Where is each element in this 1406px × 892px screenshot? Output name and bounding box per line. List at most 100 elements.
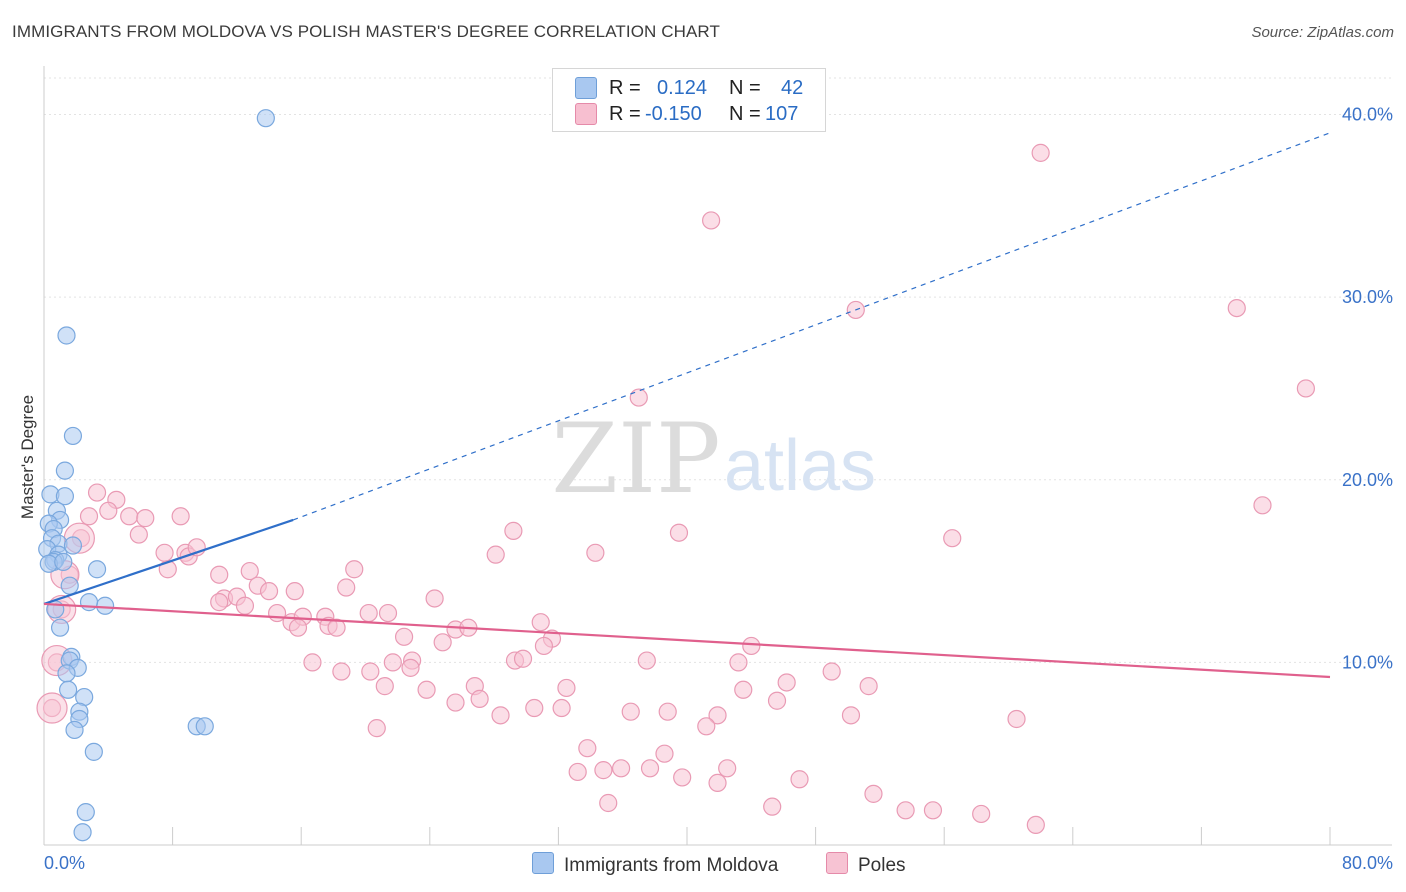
watermark-zip: ZIP: [551, 403, 720, 515]
point-poles: [611, 759, 631, 778]
point-poles: [210, 565, 229, 584]
point-poles: [594, 761, 613, 780]
legend-r-value-poles: -0.150: [645, 103, 702, 125]
legend-n-value-poles: 107: [765, 103, 799, 125]
point-poles: [303, 653, 322, 672]
point-poles: [129, 525, 148, 544]
x-tick-label: 0.0%: [44, 853, 85, 873]
point-poles: [658, 702, 677, 721]
point-poles: [718, 759, 737, 778]
point-poles: [742, 636, 761, 656]
point-poles: [359, 603, 378, 623]
chart-title: IMMIGRANTS FROM MOLDOVA VS POLISH MASTER…: [12, 22, 720, 41]
point-poles: [568, 762, 587, 782]
point-poles: [378, 603, 398, 623]
point-poles: [767, 691, 787, 710]
point-poles: [486, 545, 505, 564]
point-poles: [708, 706, 727, 725]
bottom-legend-moldova: Immigrants from Moldova: [532, 852, 778, 877]
correlation-legend: R = 0.124 N = 42 R = -0.150 N = 107: [552, 68, 826, 132]
y-tick-label: 40.0%: [1342, 105, 1393, 125]
point-poles: [552, 698, 571, 718]
point-poles: [327, 618, 346, 637]
point-poles: [332, 662, 351, 681]
point-poles: [79, 507, 99, 526]
point-poles: [822, 662, 841, 681]
y-tick-label: 10.0%: [1342, 652, 1393, 672]
point-moldova: [59, 680, 78, 699]
watermark: ZIP atlas: [551, 403, 876, 515]
point-poles: [859, 677, 878, 696]
point-poles: [790, 770, 809, 789]
point-moldova: [84, 742, 103, 761]
legend-n-label: N =: [729, 103, 761, 125]
bottom-legend-label-poles: Poles: [858, 855, 906, 876]
point-poles: [586, 543, 605, 562]
point-poles: [1031, 143, 1050, 162]
y-tick-label: 20.0%: [1342, 470, 1393, 490]
point-poles: [1296, 379, 1315, 398]
trend-moldova-extrapolated: [292, 132, 1331, 521]
point-moldova: [50, 618, 70, 637]
point-poles: [943, 529, 962, 548]
point-poles: [640, 759, 660, 778]
bottom-legend-swatch-moldova: [532, 852, 554, 874]
point-poles: [669, 523, 689, 542]
point-poles: [655, 744, 674, 763]
point-moldova: [195, 717, 214, 736]
point-poles: [394, 627, 414, 646]
point-poles: [383, 653, 402, 672]
point-poles: [171, 507, 190, 526]
point-poles: [99, 501, 118, 520]
point-poles: [120, 507, 139, 526]
point-poles: [621, 702, 640, 721]
point-moldova: [55, 487, 74, 506]
trend-poles: [43, 602, 1331, 679]
point-poles: [259, 582, 279, 601]
point-poles: [240, 561, 259, 581]
point-moldova: [60, 576, 79, 595]
point-moldova: [57, 326, 76, 345]
point-poles: [708, 773, 727, 793]
point-poles-large: [36, 692, 68, 724]
legend-r-value-moldova: 0.124: [657, 77, 708, 99]
series-poles: [36, 143, 1315, 835]
x-tick-label: 80.0%: [1342, 853, 1393, 873]
point-moldova: [55, 461, 74, 480]
legend-n-value-moldova: 42: [781, 77, 804, 99]
point-poles: [729, 653, 748, 672]
point-poles: [425, 589, 444, 608]
point-moldova: [256, 109, 275, 128]
point-poles: [504, 521, 523, 540]
point-poles: [896, 801, 915, 820]
point-poles: [557, 678, 576, 698]
point-poles: [534, 636, 554, 656]
point-moldova: [87, 560, 107, 579]
point-poles: [367, 719, 386, 738]
point-poles: [375, 677, 394, 696]
point-poles: [1007, 709, 1026, 729]
point-poles: [345, 560, 364, 579]
point-moldova: [65, 720, 84, 740]
point-moldova: [73, 823, 92, 842]
y-axis-label: Master's Degree: [18, 395, 37, 519]
point-poles: [599, 793, 618, 813]
point-poles: [777, 673, 796, 692]
legend-swatch-poles: [575, 103, 597, 125]
point-poles: [763, 797, 782, 816]
bottom-legend-label-moldova: Immigrants from Moldova: [564, 855, 779, 876]
point-poles: [578, 739, 597, 758]
point-poles: [235, 596, 255, 615]
point-poles: [446, 693, 465, 712]
point-moldova: [63, 426, 83, 446]
watermark-atlas: atlas: [724, 426, 876, 506]
legend-swatch-moldova: [575, 77, 597, 99]
point-poles: [285, 582, 304, 601]
point-poles: [629, 388, 648, 407]
point-moldova: [54, 552, 73, 572]
point-poles: [697, 717, 716, 736]
point-moldova: [57, 664, 76, 683]
point-moldova: [76, 803, 95, 822]
point-moldova: [95, 596, 115, 615]
source-label: Source: ZipAtlas.com: [1251, 24, 1394, 41]
